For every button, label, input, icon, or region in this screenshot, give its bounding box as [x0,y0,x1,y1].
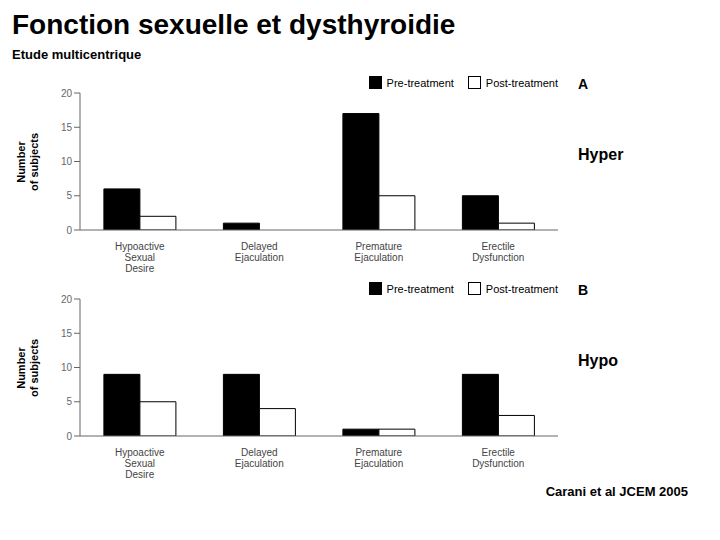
svg-text:20: 20 [61,294,73,305]
svg-text:0: 0 [66,225,72,236]
html-text:Number of subjects: Number of subjects [15,133,40,191]
svg-text:5: 5 [66,190,72,201]
svg-text:ErectileDysfunction: ErectileDysfunction [472,241,524,263]
svg-text:HypoactiveSexualDesire: HypoactiveSexualDesire [115,241,165,272]
html-text:A: A [578,76,589,92]
html-text:Pre-treatment: Pre-treatment [386,282,454,295]
svg-text:0: 0 [66,431,72,442]
svg-text:20: 20 [61,88,73,99]
svg-text:15: 15 [61,328,73,339]
svg-text:DelayedEjaculation: DelayedEjaculation [235,241,284,263]
svg-text:DelayedEjaculation: DelayedEjaculation [235,447,284,469]
html-text:Pre-treatment: Pre-treatment [386,76,454,89]
html-text:Post-treatment: Post-treatment [485,76,558,89]
svg-text:10: 10 [61,156,73,167]
html-text:Post-treatment: Post-treatment [485,282,558,295]
html-text:B: B [578,282,589,298]
svg-text:PrematureEjaculation: PrematureEjaculation [354,447,403,469]
html-text:Etude multicentrique: Etude multicentrique [12,47,142,62]
html-text:Carani et al JCEM 2005: Carani et al JCEM 2005 [545,484,688,499]
html-text:Hypo: Hypo [578,352,618,369]
svg-text:5: 5 [66,396,72,407]
svg-text:PrematureEjaculation: PrematureEjaculation [354,241,403,263]
html-text:Number of subjects: Number of subjects [15,339,40,397]
svg-text:HypoactiveSexualDesire: HypoactiveSexualDesire [115,447,165,478]
svg-text:15: 15 [61,122,73,133]
svg-text:10: 10 [61,362,73,373]
html-text:Fonction sexuelle et dysthyroi: Fonction sexuelle et dysthyroidie [12,9,456,40]
svg-text:ErectileDysfunction: ErectileDysfunction [472,447,524,469]
html-text:Hyper: Hyper [578,146,624,163]
